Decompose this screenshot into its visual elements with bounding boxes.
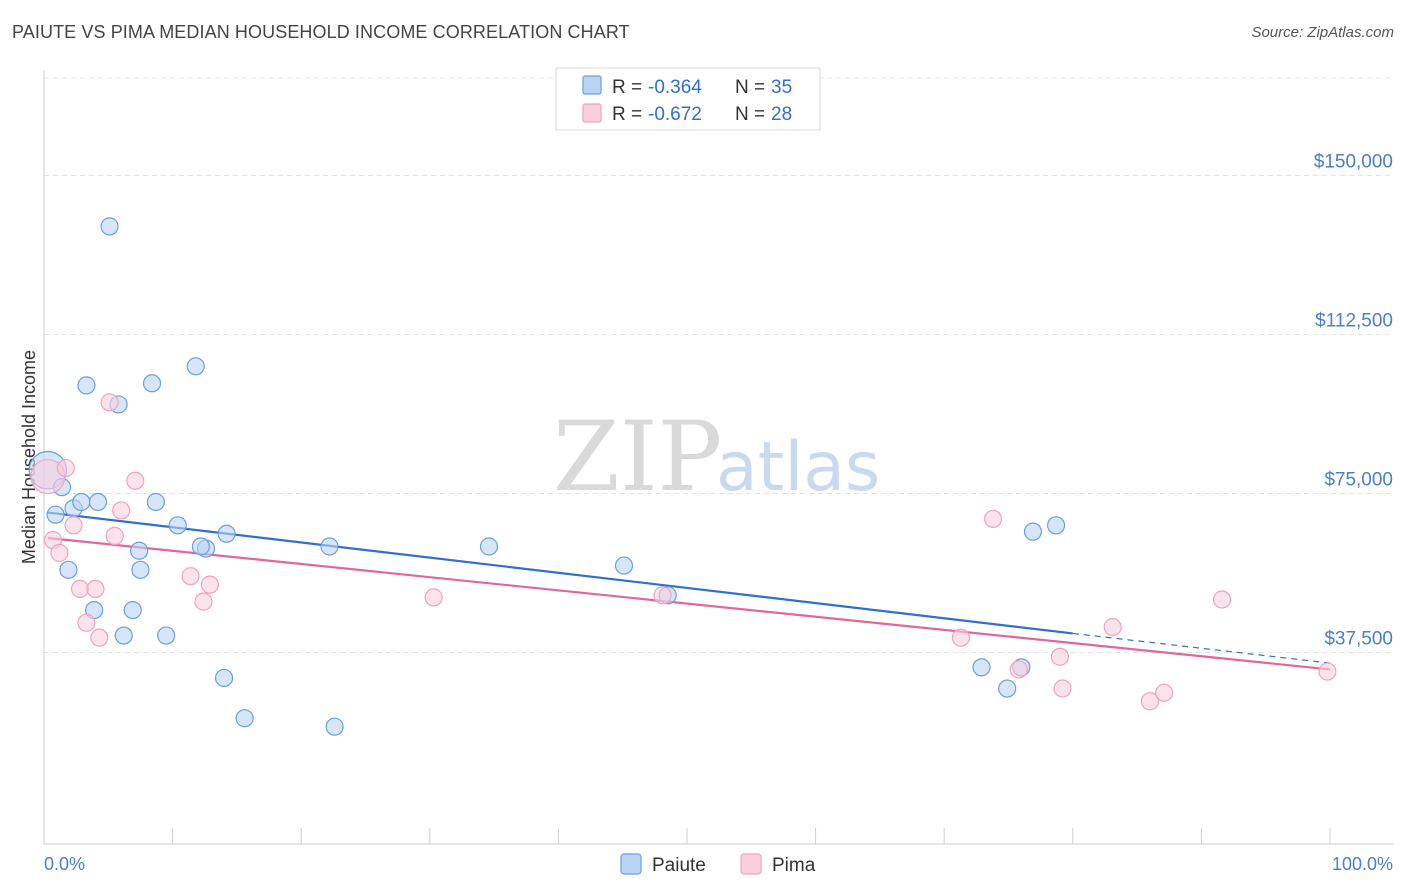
- point-pima-15: [194, 592, 213, 611]
- point-paiute-34: [1046, 516, 1066, 535]
- chart-title: PAIUTE VS PIMA MEDIAN HOUSEHOLD INCOME C…: [12, 22, 630, 42]
- gridlines: [44, 77, 1394, 653]
- point-paiute-25: [320, 537, 339, 556]
- point-pima-13: [181, 567, 200, 586]
- point-pima-27: [1318, 662, 1337, 681]
- point-paiute-20: [123, 600, 142, 620]
- point-pima-5: [100, 393, 119, 412]
- point-pima-20: [1009, 660, 1028, 679]
- trend-line-paiute: [47, 511, 1073, 635]
- point-pima-19: [983, 509, 1003, 529]
- point-paiute-17: [217, 524, 236, 543]
- y-tick-label-2: $75,000: [1324, 470, 1393, 491]
- point-paiute-18: [191, 537, 210, 556]
- point-paiute-27: [479, 537, 499, 556]
- point-paiute-33: [1023, 522, 1043, 541]
- point-paiute-9: [100, 217, 119, 236]
- point-pima-10: [86, 579, 105, 599]
- point-paiute-11: [186, 357, 205, 376]
- y-axis-label: Median Household Income: [19, 350, 39, 564]
- legend-r-label-paiute: R =: [612, 77, 642, 98]
- point-pima-4: [64, 516, 83, 535]
- point-paiute-2: [46, 505, 65, 524]
- point-pima-17: [653, 586, 672, 605]
- point-pima-3: [50, 543, 69, 562]
- x-tick-label-0: 0.0%: [44, 854, 85, 874]
- point-paiute-15: [131, 560, 150, 579]
- legend-r-value-pima: -0.672: [648, 104, 702, 125]
- point-paiute-22: [157, 626, 176, 645]
- point-pima-6: [126, 471, 145, 490]
- bottom-legend-label-paiute: Paiute: [652, 855, 706, 876]
- legend-r-value-paiute: -0.364: [648, 77, 702, 98]
- point-paiute-14: [130, 541, 149, 560]
- point-paiute-7: [77, 376, 96, 395]
- watermark-zip: ZIP: [553, 401, 722, 513]
- point-pima-21: [1050, 647, 1070, 666]
- point-pima-1: [56, 458, 75, 478]
- legend-swatch-pima: [582, 103, 602, 123]
- trend-extension-paiute: [1072, 632, 1331, 664]
- bottom-legend-label-pima: Pima: [772, 855, 816, 876]
- x-ticks: 0.0% 100.0%: [43, 828, 1393, 874]
- legend-swatch-paiute: [582, 75, 602, 95]
- point-pima-16: [424, 588, 443, 607]
- legend-n-value-paiute: 35: [771, 77, 792, 98]
- point-paiute-21: [114, 626, 133, 645]
- point-paiute-30: [972, 658, 991, 677]
- point-pima-9: [70, 579, 90, 599]
- legend-n-label-pima: N =: [735, 104, 765, 125]
- point-paiute-13: [168, 516, 187, 535]
- point-pima-11: [77, 613, 96, 632]
- point-paiute-32: [998, 679, 1017, 698]
- trend-lines: [47, 511, 1331, 671]
- point-pima-26: [1212, 590, 1232, 609]
- data-points: [28, 217, 1337, 736]
- point-pima-14: [200, 575, 219, 594]
- y-tick-label-1: $112,500: [1315, 311, 1393, 332]
- bottom-legend-swatch-pima: [740, 853, 762, 875]
- bottom-legend: Paiute Pima: [620, 853, 816, 876]
- x-tick-label-1: 100.0%: [1332, 854, 1393, 874]
- point-pima-22: [1053, 679, 1072, 698]
- point-pima-7: [112, 501, 131, 520]
- point-paiute-4: [72, 492, 91, 512]
- point-paiute-23: [214, 668, 234, 688]
- point-paiute-6: [59, 560, 78, 579]
- point-paiute-26: [325, 717, 344, 736]
- point-paiute-28: [614, 556, 634, 575]
- point-pima-18: [951, 628, 971, 647]
- point-paiute-12: [146, 492, 165, 512]
- point-paiute-5: [88, 492, 108, 512]
- y-tick-labels: $150,000 $112,500 $75,000 $37,500: [1314, 152, 1393, 650]
- point-pima-24: [1140, 692, 1160, 711]
- legend-r-label-pima: R =: [612, 104, 642, 125]
- bottom-legend-swatch-paiute: [620, 853, 642, 875]
- point-pima-25: [1155, 683, 1174, 702]
- point-pima-23: [1103, 617, 1122, 637]
- legend-n-value-pima: 28: [771, 104, 792, 125]
- legend-n-label-paiute: N =: [735, 77, 765, 98]
- point-pima-8: [105, 526, 124, 546]
- y-tick-label-3: $37,500: [1324, 629, 1393, 650]
- legend-box: R = -0.364 N = 35 R = -0.672 N = 28: [555, 67, 821, 131]
- watermark-atlas: atlas: [716, 428, 880, 507]
- point-paiute-10: [142, 374, 162, 393]
- point-pima-12: [90, 628, 109, 647]
- source-label: Source: ZipAtlas.com: [1251, 24, 1394, 41]
- watermark: ZIP atlas: [553, 401, 880, 513]
- y-tick-label-0: $150,000: [1314, 152, 1393, 173]
- point-paiute-24: [235, 709, 254, 728]
- trend-line-pima: [47, 536, 1331, 671]
